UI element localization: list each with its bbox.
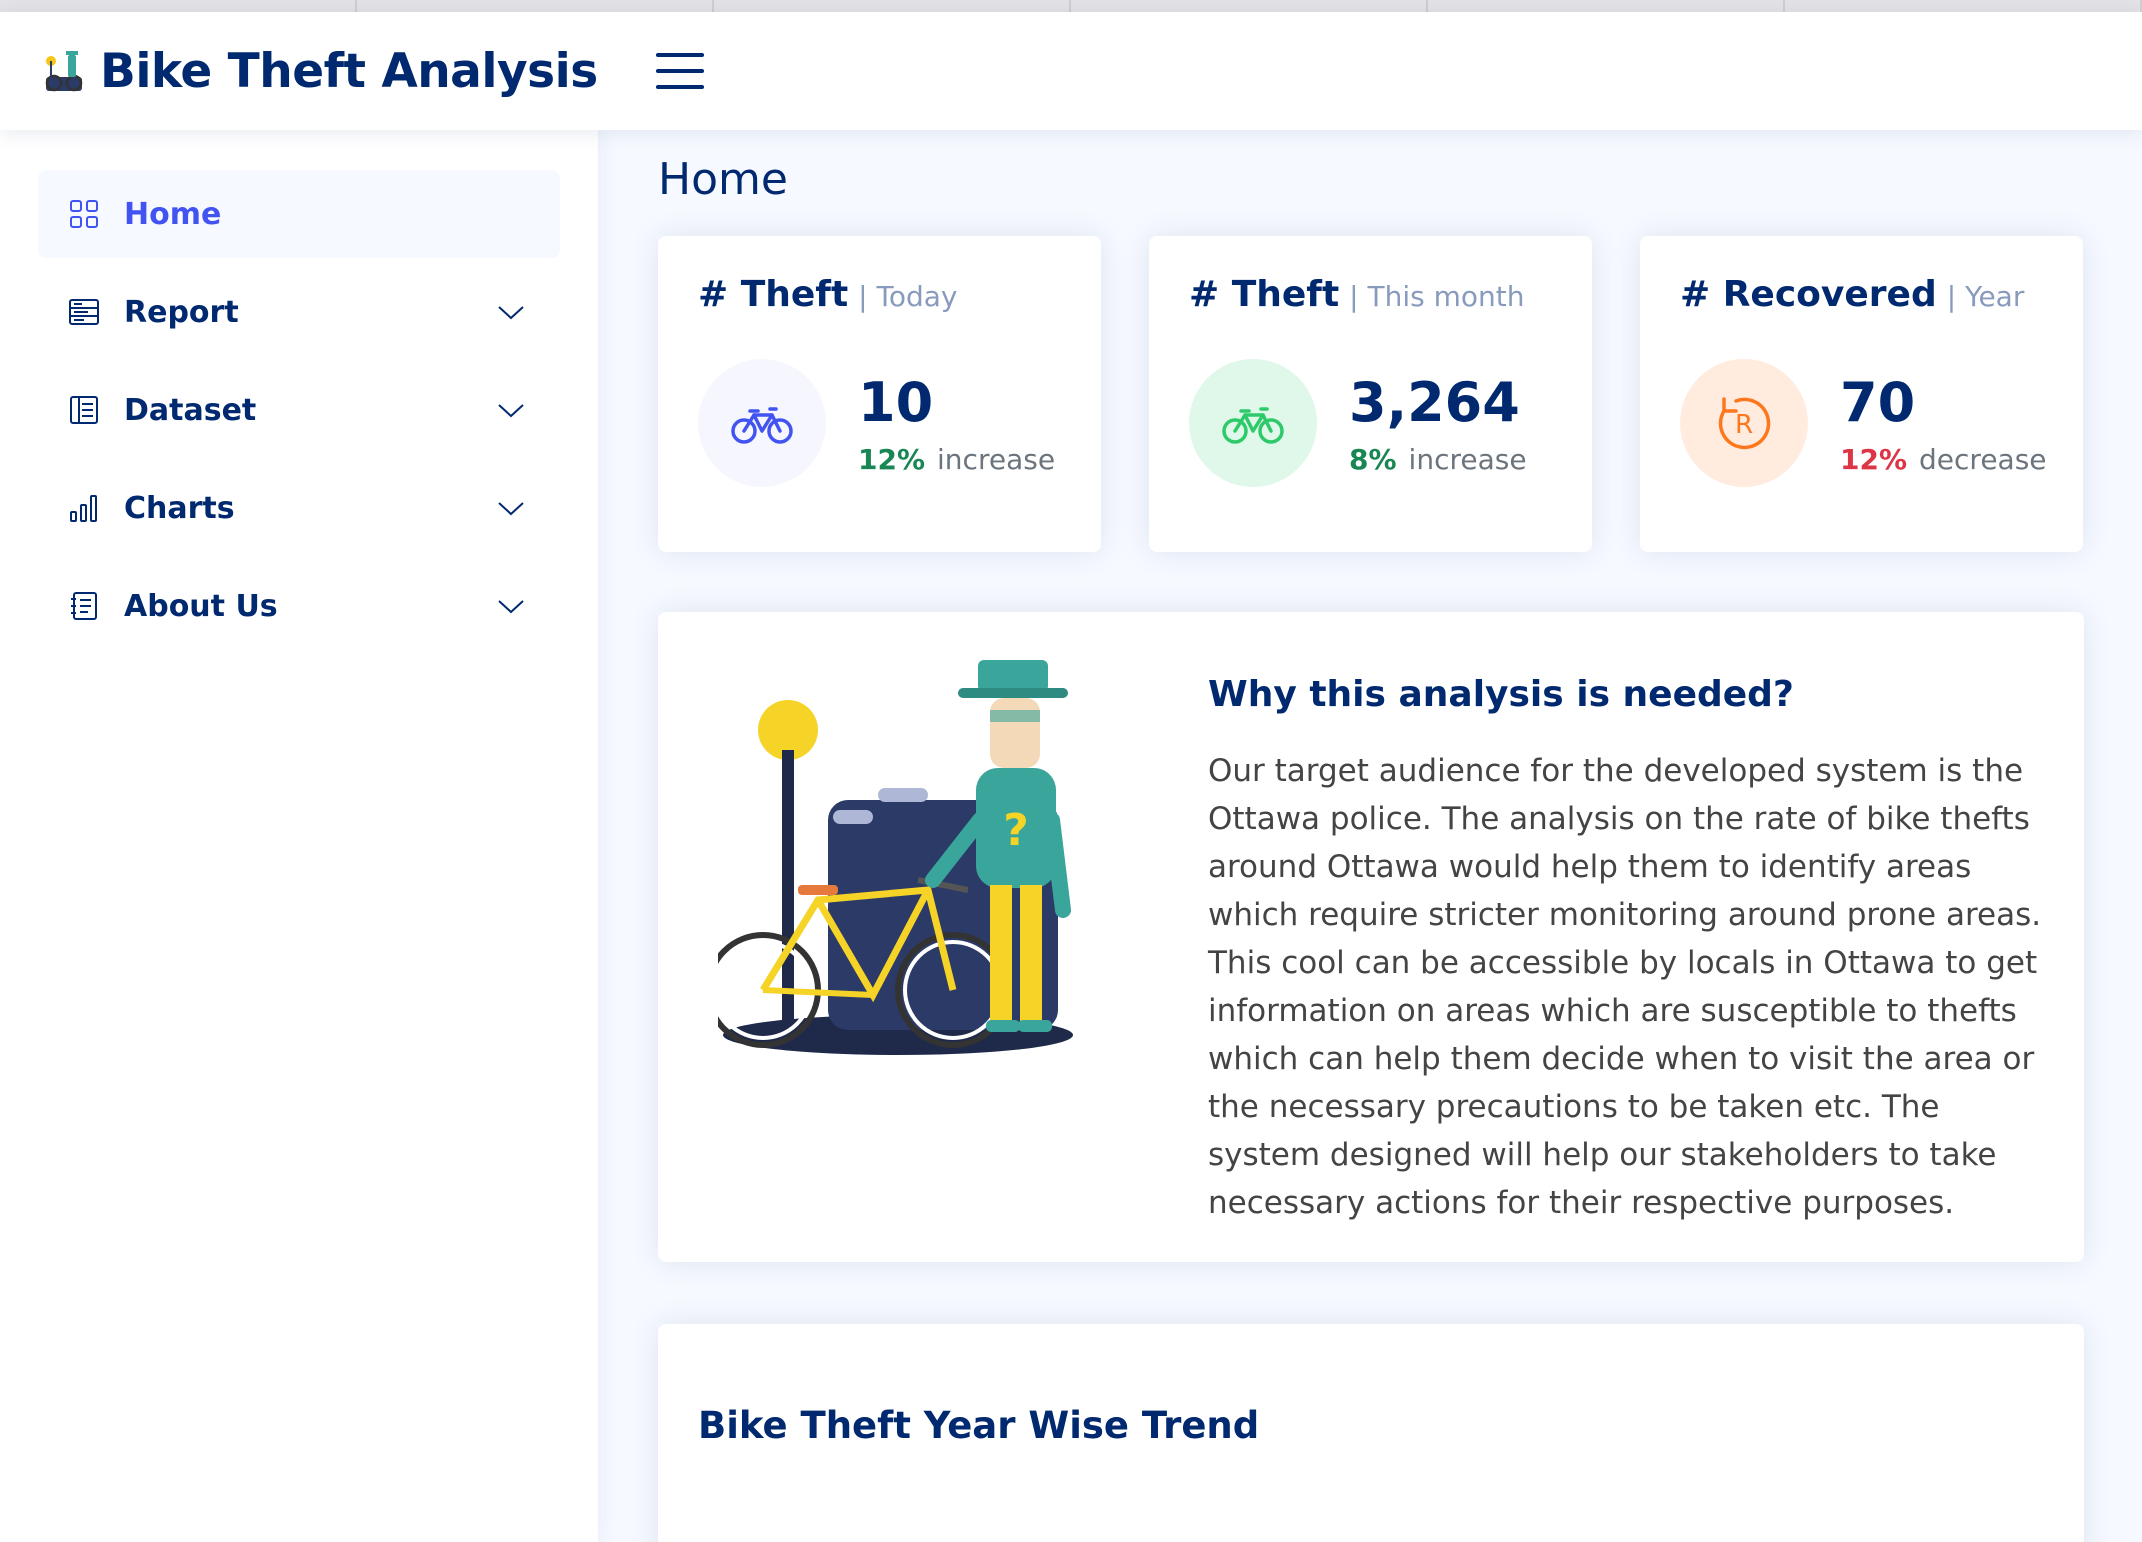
sidebar-item-dataset[interactable]: Dataset bbox=[38, 366, 560, 454]
card-icon-circle bbox=[1189, 359, 1317, 487]
why-title: Why this analysis is needed? bbox=[1208, 674, 1794, 715]
recovered-icon: R bbox=[1718, 397, 1771, 450]
card-percent: 12% bbox=[1840, 442, 1908, 476]
card-percent: 12% bbox=[858, 442, 926, 476]
card-value: 70 bbox=[1840, 370, 1916, 434]
layout-icon bbox=[69, 299, 99, 325]
card-title: # Theft bbox=[698, 274, 849, 315]
card-filter: | This month bbox=[1349, 280, 1525, 313]
sidebar-item-label: Home bbox=[124, 196, 222, 232]
svg-text:?: ? bbox=[1003, 805, 1029, 856]
app-title: Bike Theft Analysis bbox=[100, 43, 598, 99]
page-title: Home bbox=[658, 154, 788, 205]
card-value: 10 bbox=[858, 370, 934, 434]
menu-toggle-button[interactable] bbox=[655, 51, 704, 91]
sidebar-item-label: Charts bbox=[124, 490, 235, 526]
chevron-down-icon[interactable] bbox=[496, 498, 526, 518]
hamburger-line bbox=[655, 53, 704, 57]
theft-month-card: # Theft | This month 3,264 8% increase bbox=[1149, 236, 1592, 552]
card-filter: | Today bbox=[858, 280, 958, 313]
bike-thief-illustration: ? bbox=[718, 660, 1073, 1055]
sidebar-item-about-us[interactable]: About Us bbox=[38, 562, 560, 650]
chevron-down-icon[interactable] bbox=[496, 400, 526, 420]
stat-cards: # Theft | Today 10 12% increase bbox=[658, 236, 2084, 552]
sidebar-item-label: Dataset bbox=[124, 392, 257, 428]
card-filter: | Year bbox=[1946, 280, 2025, 313]
bicycle-icon bbox=[1222, 407, 1284, 444]
sidebar: Home Report Dataset Charts About Us bbox=[0, 130, 598, 1542]
card-percent: 8% bbox=[1349, 442, 1397, 476]
journal-icon bbox=[71, 592, 97, 620]
grid-icon bbox=[70, 200, 98, 228]
hamburger-line bbox=[655, 85, 704, 89]
why-analysis-card: ? Why this analysis is needed? Our targe… bbox=[658, 612, 2084, 1262]
recovered-year-card: # Recovered | Year R 70 12% decrease bbox=[1640, 236, 2083, 552]
chevron-down-icon[interactable] bbox=[496, 302, 526, 322]
card-icon-circle: R bbox=[1680, 359, 1808, 487]
bicycle-icon bbox=[731, 407, 793, 444]
chevron-down-icon[interactable] bbox=[496, 596, 526, 616]
theft-today-card: # Theft | Today 10 12% increase bbox=[658, 236, 1101, 552]
sidebar-item-report[interactable]: Report bbox=[38, 268, 560, 356]
hamburger-line bbox=[655, 69, 704, 73]
svg-text:R: R bbox=[1735, 410, 1753, 440]
card-value: 3,264 bbox=[1349, 370, 1520, 434]
card-title: # Recovered bbox=[1680, 274, 1937, 315]
top-header: Bike Theft Analysis bbox=[0, 12, 2142, 130]
card-trend: decrease bbox=[1919, 442, 2047, 476]
browser-tab-strip bbox=[0, 0, 2142, 12]
card-icon-circle bbox=[698, 359, 826, 487]
logo-icon bbox=[45, 51, 83, 92]
table-icon bbox=[70, 396, 98, 424]
main-content: Home # Theft | Today 10 12% increa bbox=[658, 130, 2084, 1542]
trend-card: Bike Theft Year Wise Trend bbox=[658, 1324, 2084, 1542]
logo[interactable]: Bike Theft Analysis bbox=[42, 44, 598, 99]
why-paragraph: Our target audience for the developed sy… bbox=[1208, 753, 2042, 1221]
card-trend: increase bbox=[1408, 442, 1527, 476]
card-title: # Theft bbox=[1189, 274, 1340, 315]
sidebar-item-label: Report bbox=[124, 294, 239, 330]
trend-title: Bike Theft Year Wise Trend bbox=[698, 1404, 1260, 1447]
sidebar-item-charts[interactable]: Charts bbox=[38, 464, 560, 552]
sidebar-item-home[interactable]: Home bbox=[38, 170, 560, 258]
sidebar-item-label: About Us bbox=[124, 588, 278, 624]
card-trend: increase bbox=[937, 442, 1056, 476]
bar-chart-icon bbox=[70, 495, 97, 522]
